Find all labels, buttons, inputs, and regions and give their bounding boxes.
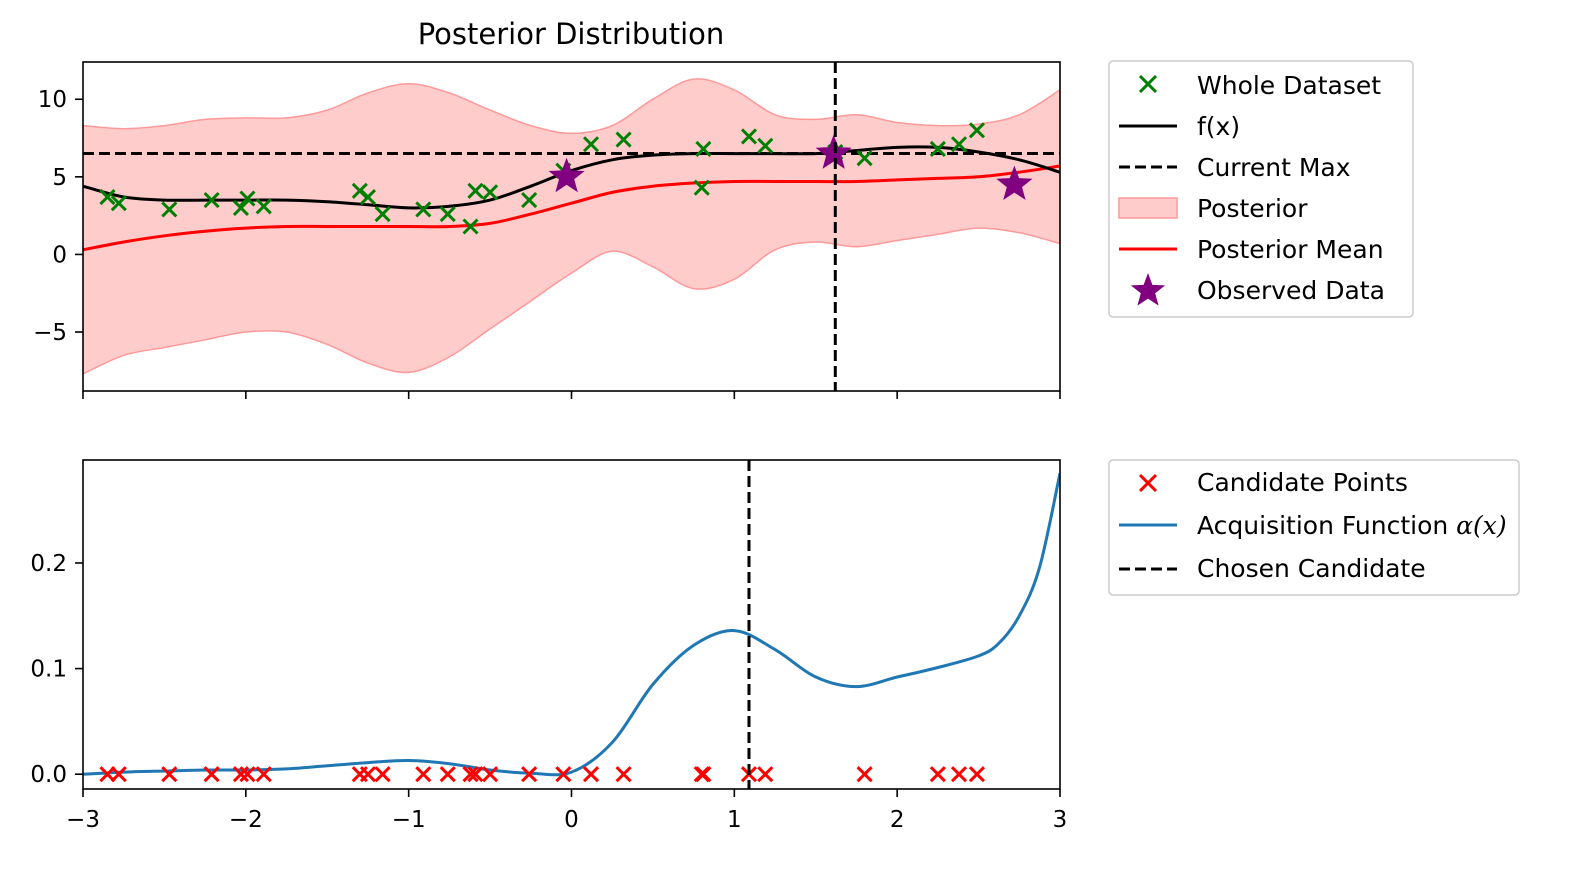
posterior-legend: Whole Dataset f(x) Current Max Posterior… xyxy=(1108,60,1414,318)
whole-dataset-point xyxy=(740,128,758,145)
whole-dataset-point xyxy=(161,201,178,218)
acquisition-xtick-label: 2 xyxy=(890,807,905,833)
whole-dataset-points xyxy=(99,122,986,235)
acquisition-plot-area xyxy=(83,472,1060,783)
candidate-point xyxy=(203,766,220,783)
posterior-ytick-label: −5 xyxy=(33,320,67,346)
posterior-ytick-label: 5 xyxy=(52,165,67,191)
legend-acquisition-label: Acquisition Function α(x) xyxy=(1197,511,1507,540)
legend-whole-dataset-marker xyxy=(1138,74,1158,94)
candidate-points xyxy=(99,766,986,783)
legend-candidate-points-label: Candidate Points xyxy=(1197,468,1408,497)
posterior-title: Posterior Distribution xyxy=(418,17,725,51)
legend-acquisition-label-text: Acquisition Function xyxy=(1197,511,1456,540)
whole-dataset-point xyxy=(482,184,499,201)
posterior-legend-box xyxy=(1108,60,1414,318)
candidate-point xyxy=(239,766,256,783)
legend-posterior-label: Posterior xyxy=(1197,194,1308,223)
whole-dataset-point xyxy=(695,140,712,157)
candidate-point xyxy=(439,766,456,783)
whole-dataset-point xyxy=(439,206,456,223)
whole-dataset-point xyxy=(415,201,432,218)
acquisition-xtick-label: −1 xyxy=(392,807,426,833)
candidate-point xyxy=(968,766,986,783)
observed-data-point xyxy=(815,134,852,169)
whole-dataset-point xyxy=(462,218,479,235)
whole-dataset-point xyxy=(99,188,116,206)
candidate-point xyxy=(467,766,484,783)
candidate-point xyxy=(255,766,272,783)
legend-candidate-points-marker xyxy=(1138,473,1158,493)
whole-dataset-point xyxy=(929,140,946,157)
legend-chosen-candidate-label: Chosen Candidate xyxy=(1197,554,1426,583)
posterior-ytick-label: 0 xyxy=(52,242,67,268)
legend-current-max-label: Current Max xyxy=(1197,153,1351,182)
whole-dataset-point xyxy=(359,188,377,206)
whole-dataset-point xyxy=(110,195,127,212)
acquisition-yticks: 0.0 0.1 0.2 xyxy=(30,551,83,788)
acquisition-xtick-label: −3 xyxy=(66,807,100,833)
legend-whole-dataset-label: Whole Dataset xyxy=(1197,71,1381,100)
legend-observed-data-label: Observed Data xyxy=(1197,276,1385,305)
legend-posterior-swatch xyxy=(1118,197,1178,219)
acquisition-legend-box xyxy=(1108,459,1520,596)
whole-dataset-point xyxy=(232,199,250,216)
candidate-point xyxy=(482,766,499,783)
whole-dataset-point xyxy=(467,182,484,199)
candidate-point xyxy=(521,766,538,783)
acquisition-legend: Candidate Points Acquisition Function α(… xyxy=(1108,459,1520,596)
posterior-mean-line xyxy=(83,164,1060,252)
whole-dataset-point xyxy=(757,137,774,154)
candidate-point xyxy=(856,766,873,783)
whole-dataset-point xyxy=(856,150,873,167)
candidate-point xyxy=(555,766,572,783)
whole-dataset-point xyxy=(203,192,220,209)
whole-dataset-point xyxy=(521,192,538,209)
whole-dataset-point xyxy=(950,136,968,153)
acquisition-xticks: −3 −2 −1 0 1 2 3 xyxy=(66,789,1067,833)
whole-dataset-point xyxy=(582,136,600,153)
candidate-point xyxy=(929,766,946,783)
candidate-point xyxy=(374,766,391,783)
observed-data-point xyxy=(996,165,1033,200)
legend-posterior-mean-label: Posterior Mean xyxy=(1197,235,1384,264)
candidate-point xyxy=(757,766,774,783)
acquisition-ytick-label: 0.2 xyxy=(30,551,67,577)
candidate-point xyxy=(582,766,600,783)
whole-dataset-point xyxy=(255,198,272,215)
whole-dataset-point xyxy=(374,206,391,223)
posterior-plot: Posterior Distribution −5 0 5 10 xyxy=(33,17,1061,399)
whole-dataset-point xyxy=(968,122,986,139)
observed-data-point xyxy=(548,157,585,193)
whole-dataset-point xyxy=(615,131,632,148)
observed-data-points xyxy=(548,134,1033,200)
candidate-point xyxy=(415,766,432,783)
posterior-xticks xyxy=(82,391,1061,399)
legend-observed-data-marker xyxy=(1130,273,1166,306)
acquisition-xtick-label: 1 xyxy=(727,807,742,833)
candidate-point xyxy=(232,766,250,783)
legend-fx-label: f(x) xyxy=(1197,112,1240,141)
whole-dataset-point xyxy=(239,190,256,207)
candidate-point xyxy=(359,766,377,783)
posterior-plot-area xyxy=(83,78,1060,375)
posterior-ytick-label: 10 xyxy=(38,87,67,113)
candidate-point xyxy=(462,766,479,783)
acquisition-ytick-label: 0.0 xyxy=(30,762,67,788)
legend-acquisition-label-math: α(x) xyxy=(1456,511,1507,540)
candidate-point xyxy=(615,766,632,783)
candidate-point xyxy=(110,766,127,783)
acquisition-xtick-label: 0 xyxy=(564,807,579,833)
acquisition-xtick-label: −2 xyxy=(229,807,263,833)
candidate-point xyxy=(950,766,968,783)
acquisition-xtick-label: 3 xyxy=(1053,807,1068,833)
acquisition-ytick-label: 0.1 xyxy=(30,657,67,683)
whole-dataset-point xyxy=(693,179,710,196)
candidate-point xyxy=(695,766,712,783)
posterior-yticks: −5 0 5 10 xyxy=(33,87,83,346)
candidate-point xyxy=(161,766,178,783)
acquisition-plot: −3 −2 −1 0 1 2 3 0.0 0.1 0.2 xyxy=(30,459,1067,833)
